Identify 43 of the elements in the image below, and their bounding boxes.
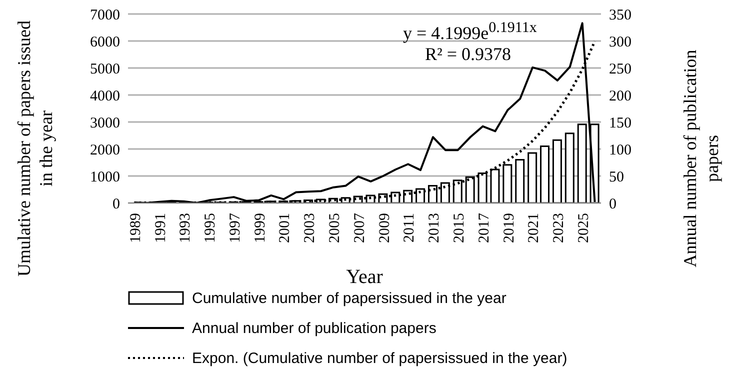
y2-tick-label: 250 bbox=[609, 61, 632, 78]
y2-tick-label: 50 bbox=[609, 169, 624, 186]
legend-label: Annual number of publication papers bbox=[192, 320, 436, 336]
y2-tick-label: 200 bbox=[609, 88, 632, 104]
x-tick-label: 2007 bbox=[352, 212, 368, 243]
y-tick-label: 2000 bbox=[90, 142, 120, 158]
y-axis-title: Umulative number of papers issued in the year bbox=[14, 20, 56, 276]
y-tick-label: 0 bbox=[112, 196, 120, 212]
x-tick-label: 2011 bbox=[402, 213, 418, 242]
y-tick-label: 6000 bbox=[90, 34, 120, 50]
y2-tick-label: 300 bbox=[609, 34, 632, 50]
y2-tick-label: 350 bbox=[609, 7, 632, 24]
x-tick-label: 1993 bbox=[178, 213, 194, 243]
y2-axis-title: Annual number of publication papers bbox=[680, 50, 722, 268]
y2-tick-label: 0 bbox=[609, 196, 616, 212]
y2-tick-label: 100 bbox=[609, 142, 632, 158]
legend-label: Expon. (Cumulative number of papersissued in the year) bbox=[192, 350, 568, 366]
x-tick-label: 2005 bbox=[327, 213, 344, 243]
annotation: R² = 0.9378 bbox=[425, 44, 512, 65]
legend-label: Cumulative number of papersissued in the year bbox=[192, 290, 506, 306]
x-tick-label: 1997 bbox=[227, 212, 244, 243]
x-tick-label: 2001 bbox=[277, 213, 294, 243]
y-tick-label: 3000 bbox=[90, 115, 120, 132]
x-tick-label: 2019 bbox=[501, 213, 518, 243]
y-tick-label: 7000 bbox=[90, 7, 120, 24]
x-tick-label: 2015 bbox=[452, 213, 468, 243]
x-tick-label: 1989 bbox=[128, 213, 144, 243]
y-tick-label: 1000 bbox=[90, 169, 120, 186]
x-tick-label: 2013 bbox=[426, 213, 443, 243]
x-tick-label: 2003 bbox=[302, 213, 318, 243]
x-tick-label: 2023 bbox=[551, 213, 568, 243]
x-axis-title: Year bbox=[346, 266, 384, 288]
x-tick-label: 2021 bbox=[526, 213, 542, 243]
x-tick-label: 1999 bbox=[252, 213, 268, 243]
x-tick-label: 2009 bbox=[376, 213, 393, 243]
y2-tick-label: 150 bbox=[609, 115, 632, 132]
x-tick-label: 2017 bbox=[476, 212, 492, 243]
x-tick-label: 2025 bbox=[576, 213, 592, 243]
y-tick-label: 5000 bbox=[90, 61, 120, 78]
x-tick-label: 1991 bbox=[152, 213, 169, 243]
y-tick-label: 4000 bbox=[90, 88, 120, 104]
annotation: y = 4.1999e$^{0.1911x}$ bbox=[403, 20, 537, 44]
x-tick-label: 1995 bbox=[202, 213, 219, 243]
